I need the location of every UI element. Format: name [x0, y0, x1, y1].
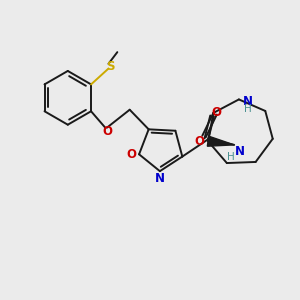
Polygon shape [207, 136, 234, 146]
Text: O: O [195, 135, 205, 148]
Text: N: N [235, 145, 245, 158]
Text: O: O [126, 148, 136, 161]
Text: O: O [102, 125, 112, 138]
Text: H: H [227, 152, 235, 162]
Text: N: N [243, 95, 253, 109]
Text: H: H [244, 104, 252, 114]
Text: N: N [155, 172, 165, 184]
Text: O: O [212, 106, 221, 119]
Text: S: S [106, 60, 114, 73]
